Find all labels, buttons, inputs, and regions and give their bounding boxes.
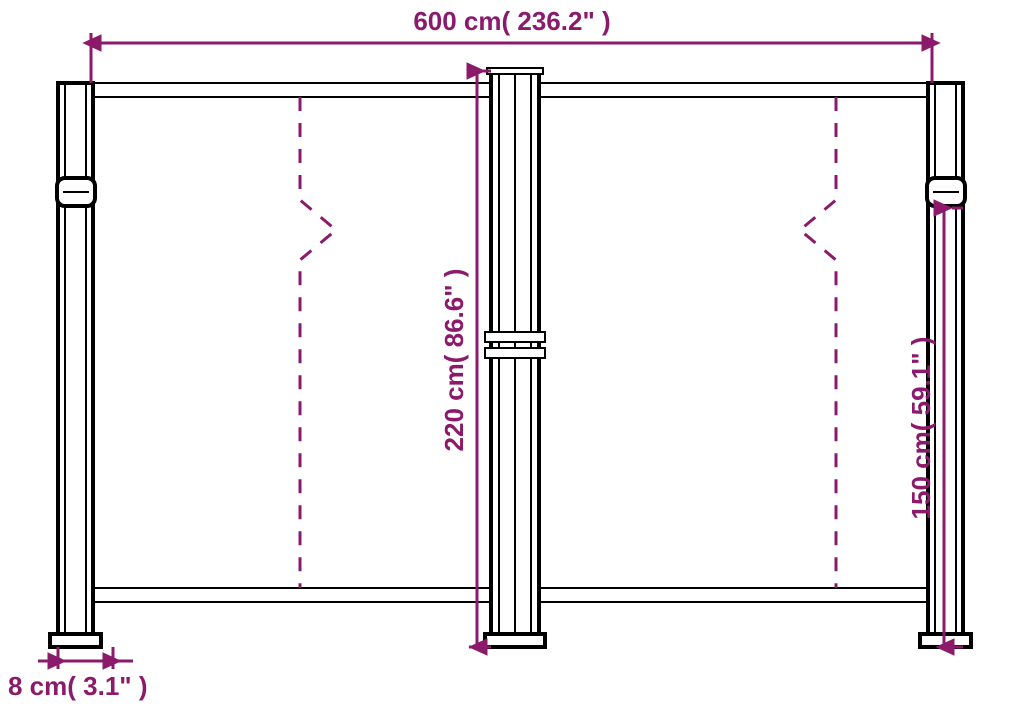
dim-width-label: 600 cm( 236.2" ): [413, 6, 610, 36]
center-post-base: [485, 634, 545, 647]
fold-line-right: [800, 97, 836, 588]
center-bracket: [485, 332, 545, 342]
fold-line-left: [300, 97, 336, 588]
dim-right-height-label: 150 cm( 59.1" ): [906, 337, 936, 520]
center-bracket: [485, 348, 545, 358]
left-post-base: [50, 634, 101, 647]
dim-base-label: 8 cm( 3.1" ): [8, 671, 148, 701]
dim-center-height-label: 220 cm( 86.6" ): [439, 269, 469, 452]
left-post: [58, 83, 93, 634]
dimension-drawing: 600 cm( 236.2" ) 220 cm( 86.6" ) 150 cm( 5…: [0, 0, 1020, 713]
